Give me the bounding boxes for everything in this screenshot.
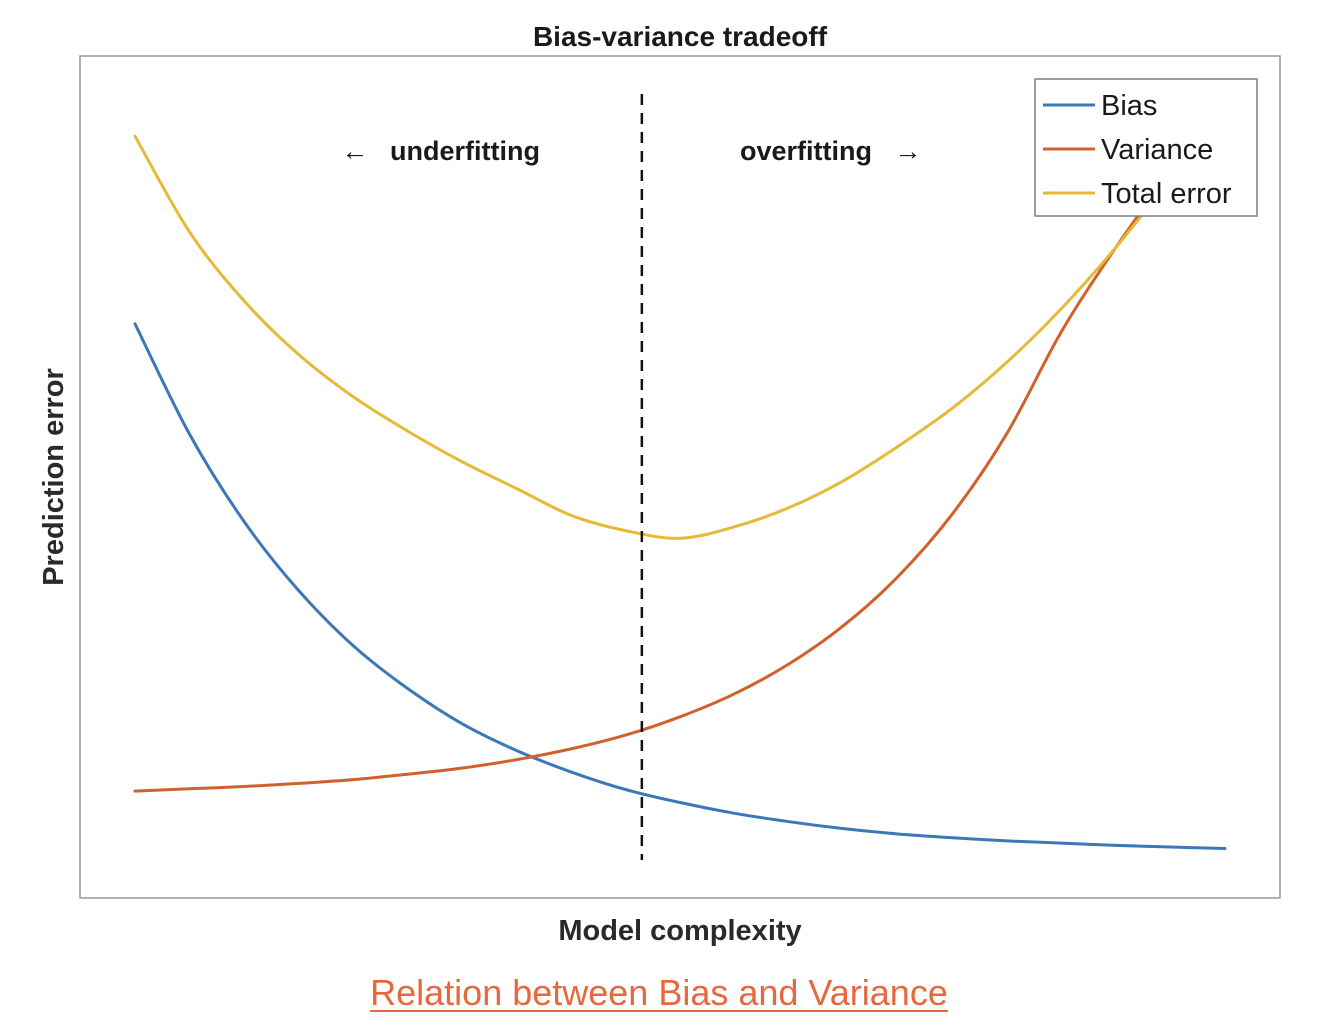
legend-label-total-error: Total error	[1101, 178, 1232, 210]
series-line-total-error	[133, 104, 1227, 540]
series-lines	[133, 92, 1227, 850]
bias-variance-chart: Bias-variance tradeoff ← underfitting ov…	[38, 21, 1281, 947]
overfitting-arrow-icon: →	[895, 136, 922, 166]
underfitting-arrow-icon: ←	[342, 136, 369, 166]
caption-link[interactable]: Relation between Bias and Variance	[370, 972, 948, 1013]
legend-label-variance: Variance	[1101, 134, 1213, 166]
x-axis-label: Model complexity	[558, 915, 801, 947]
overfitting-label: overfitting	[740, 136, 872, 166]
y-axis-label: Prediction error	[38, 368, 70, 586]
legend-label-bias: Bias	[1101, 90, 1157, 122]
plot-frame	[79, 55, 1281, 899]
series-line-variance	[133, 92, 1227, 793]
legend: Bias Variance Total error	[1034, 78, 1258, 217]
chart-title: Bias-variance tradeoff	[533, 21, 828, 52]
series-line-bias	[133, 322, 1227, 850]
underfitting-label: underfitting	[390, 136, 540, 166]
